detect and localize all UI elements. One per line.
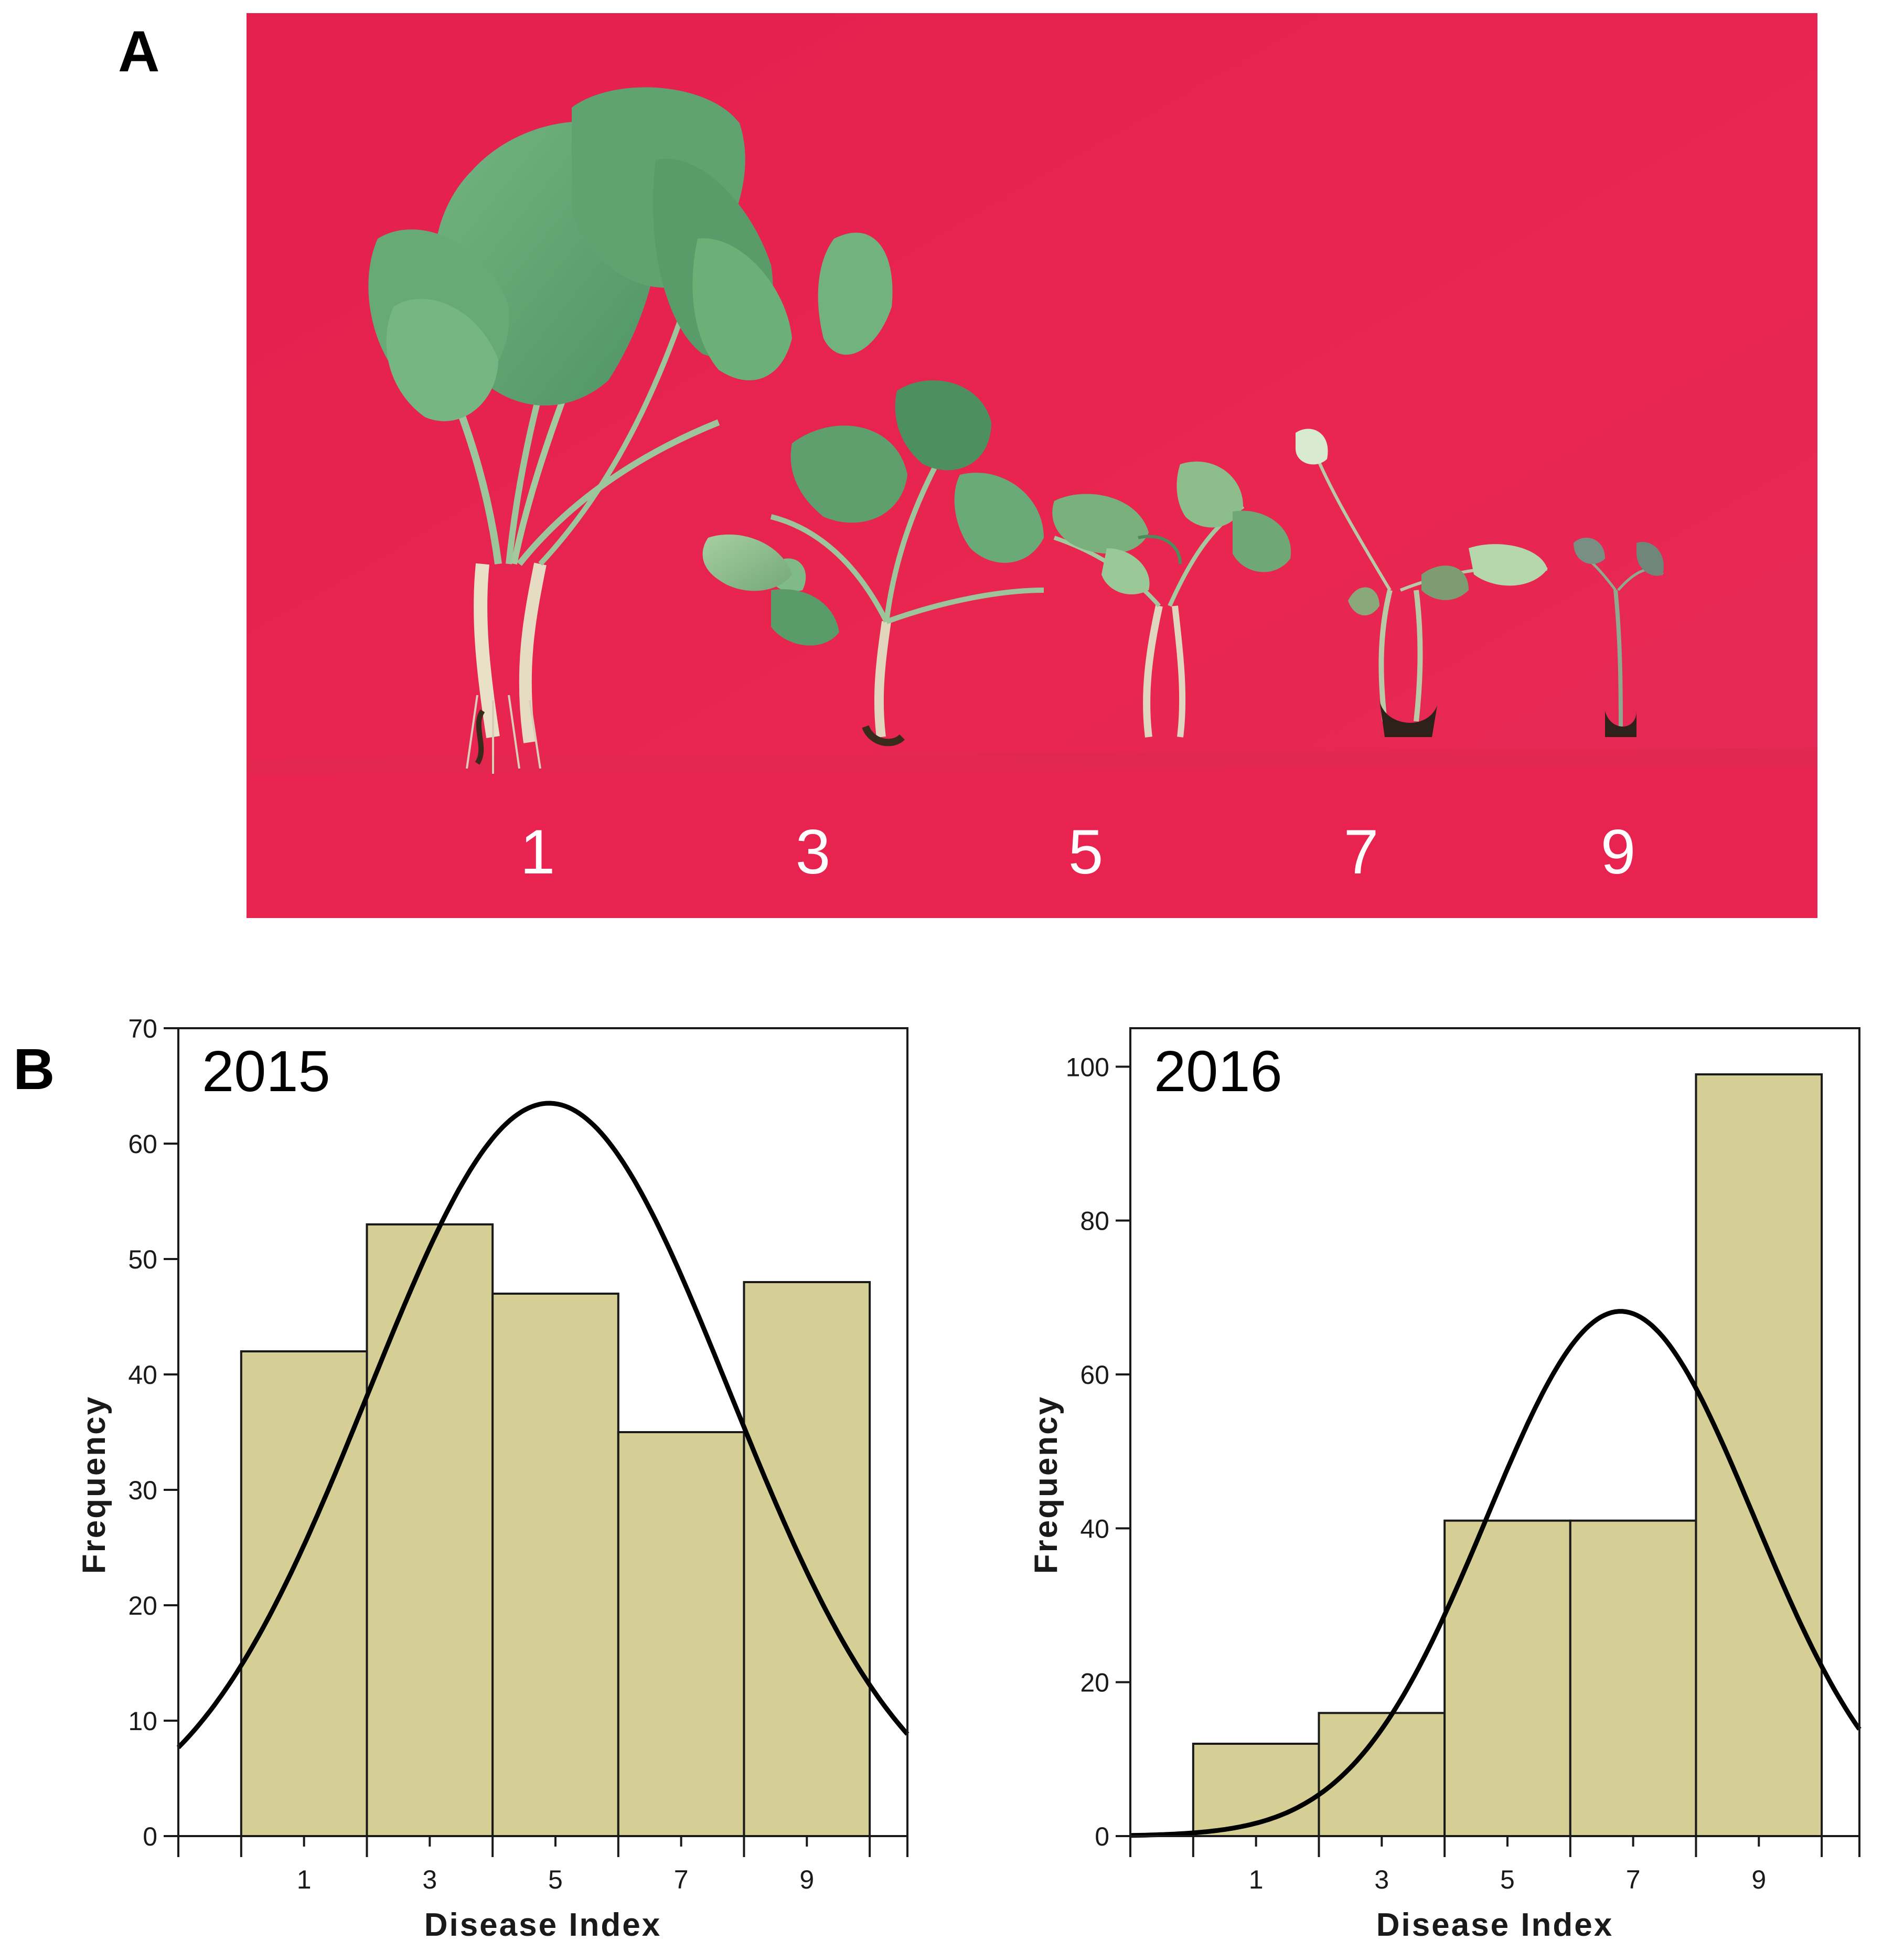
y-tick-label: 80 [1080,1207,1109,1236]
plant-severity-photo: 1 3 5 7 9 [247,13,1817,918]
x-tick-label: 5 [1500,1865,1515,1894]
x-tick-label: 3 [1374,1865,1389,1894]
normal-curve [176,1101,910,1750]
y-tick-label: 60 [1080,1360,1109,1390]
y-tick-label: 40 [1080,1514,1109,1543]
year-annotation: 2016 [1154,1039,1282,1104]
y-axis-label: Frequency [1028,1395,1064,1574]
plant-score-9 [1574,538,1664,737]
y-tick-label: 20 [128,1591,157,1620]
plot-frame [1129,1027,1860,1837]
x-tick-label: 7 [1626,1865,1641,1894]
plant-score-7 [1296,429,1548,737]
histogram-bar [1569,1519,1697,1837]
y-tick-label: 0 [1095,1822,1109,1851]
score-label-5: 5 [1068,817,1104,887]
histogram-2015: 0 10 20 30 40 50 60 70 1 3 5 7 9 Disease Index Frequen… [76,1014,910,1941]
plot-frame [177,1027,908,1837]
y-tick-label: 30 [128,1476,157,1505]
histogram-bar [491,1293,619,1837]
score-label-3: 3 [796,817,831,887]
y-tick-label: 10 [128,1707,157,1736]
normal-curve [1130,1309,1862,1838]
score-label-7: 7 [1344,817,1379,887]
x-tick-label: 7 [674,1865,689,1894]
label-strip [247,763,1817,918]
x-tick-label: 1 [297,1865,312,1894]
plant-score-1 [368,87,893,774]
histogram-bar [1695,1073,1823,1837]
year-annotation: 2015 [202,1039,330,1104]
y-tick-label: 40 [128,1360,157,1390]
score-label-1: 1 [520,817,555,887]
x-tick-label: 9 [1751,1865,1766,1894]
x-axis-label: Disease Index [1376,1907,1614,1941]
score-label-9: 9 [1601,817,1636,887]
y-tick-label: 70 [128,1014,157,1043]
y-tick-label: 50 [128,1245,157,1274]
y-tick-label: 60 [128,1129,157,1159]
y-axis-label: Frequency [76,1395,112,1574]
histogram-bar [617,1431,745,1837]
panel-label-b: B [13,1037,55,1102]
x-tick-label: 5 [548,1865,563,1894]
y-tick-label: 100 [1066,1052,1109,1082]
histogram-bar [743,1281,871,1837]
x-axis-label: Disease Index [424,1907,662,1941]
y-tick-label: 20 [1080,1668,1109,1698]
x-tick-label: 3 [422,1865,437,1894]
histogram-2016: 0 20 40 60 80 100 1 3 5 7 9 Disease Index Frequency 2… [1028,1027,1862,1941]
histogram-bar [366,1223,494,1837]
x-tick-label: 1 [1249,1865,1264,1894]
x-tick-label: 9 [799,1865,814,1894]
histogram-bar [240,1350,368,1837]
y-tick-label: 0 [143,1822,157,1851]
panel-label-a: A [118,19,160,84]
plant-score-5 [1052,461,1291,738]
plant-score-3 [702,380,1044,746]
